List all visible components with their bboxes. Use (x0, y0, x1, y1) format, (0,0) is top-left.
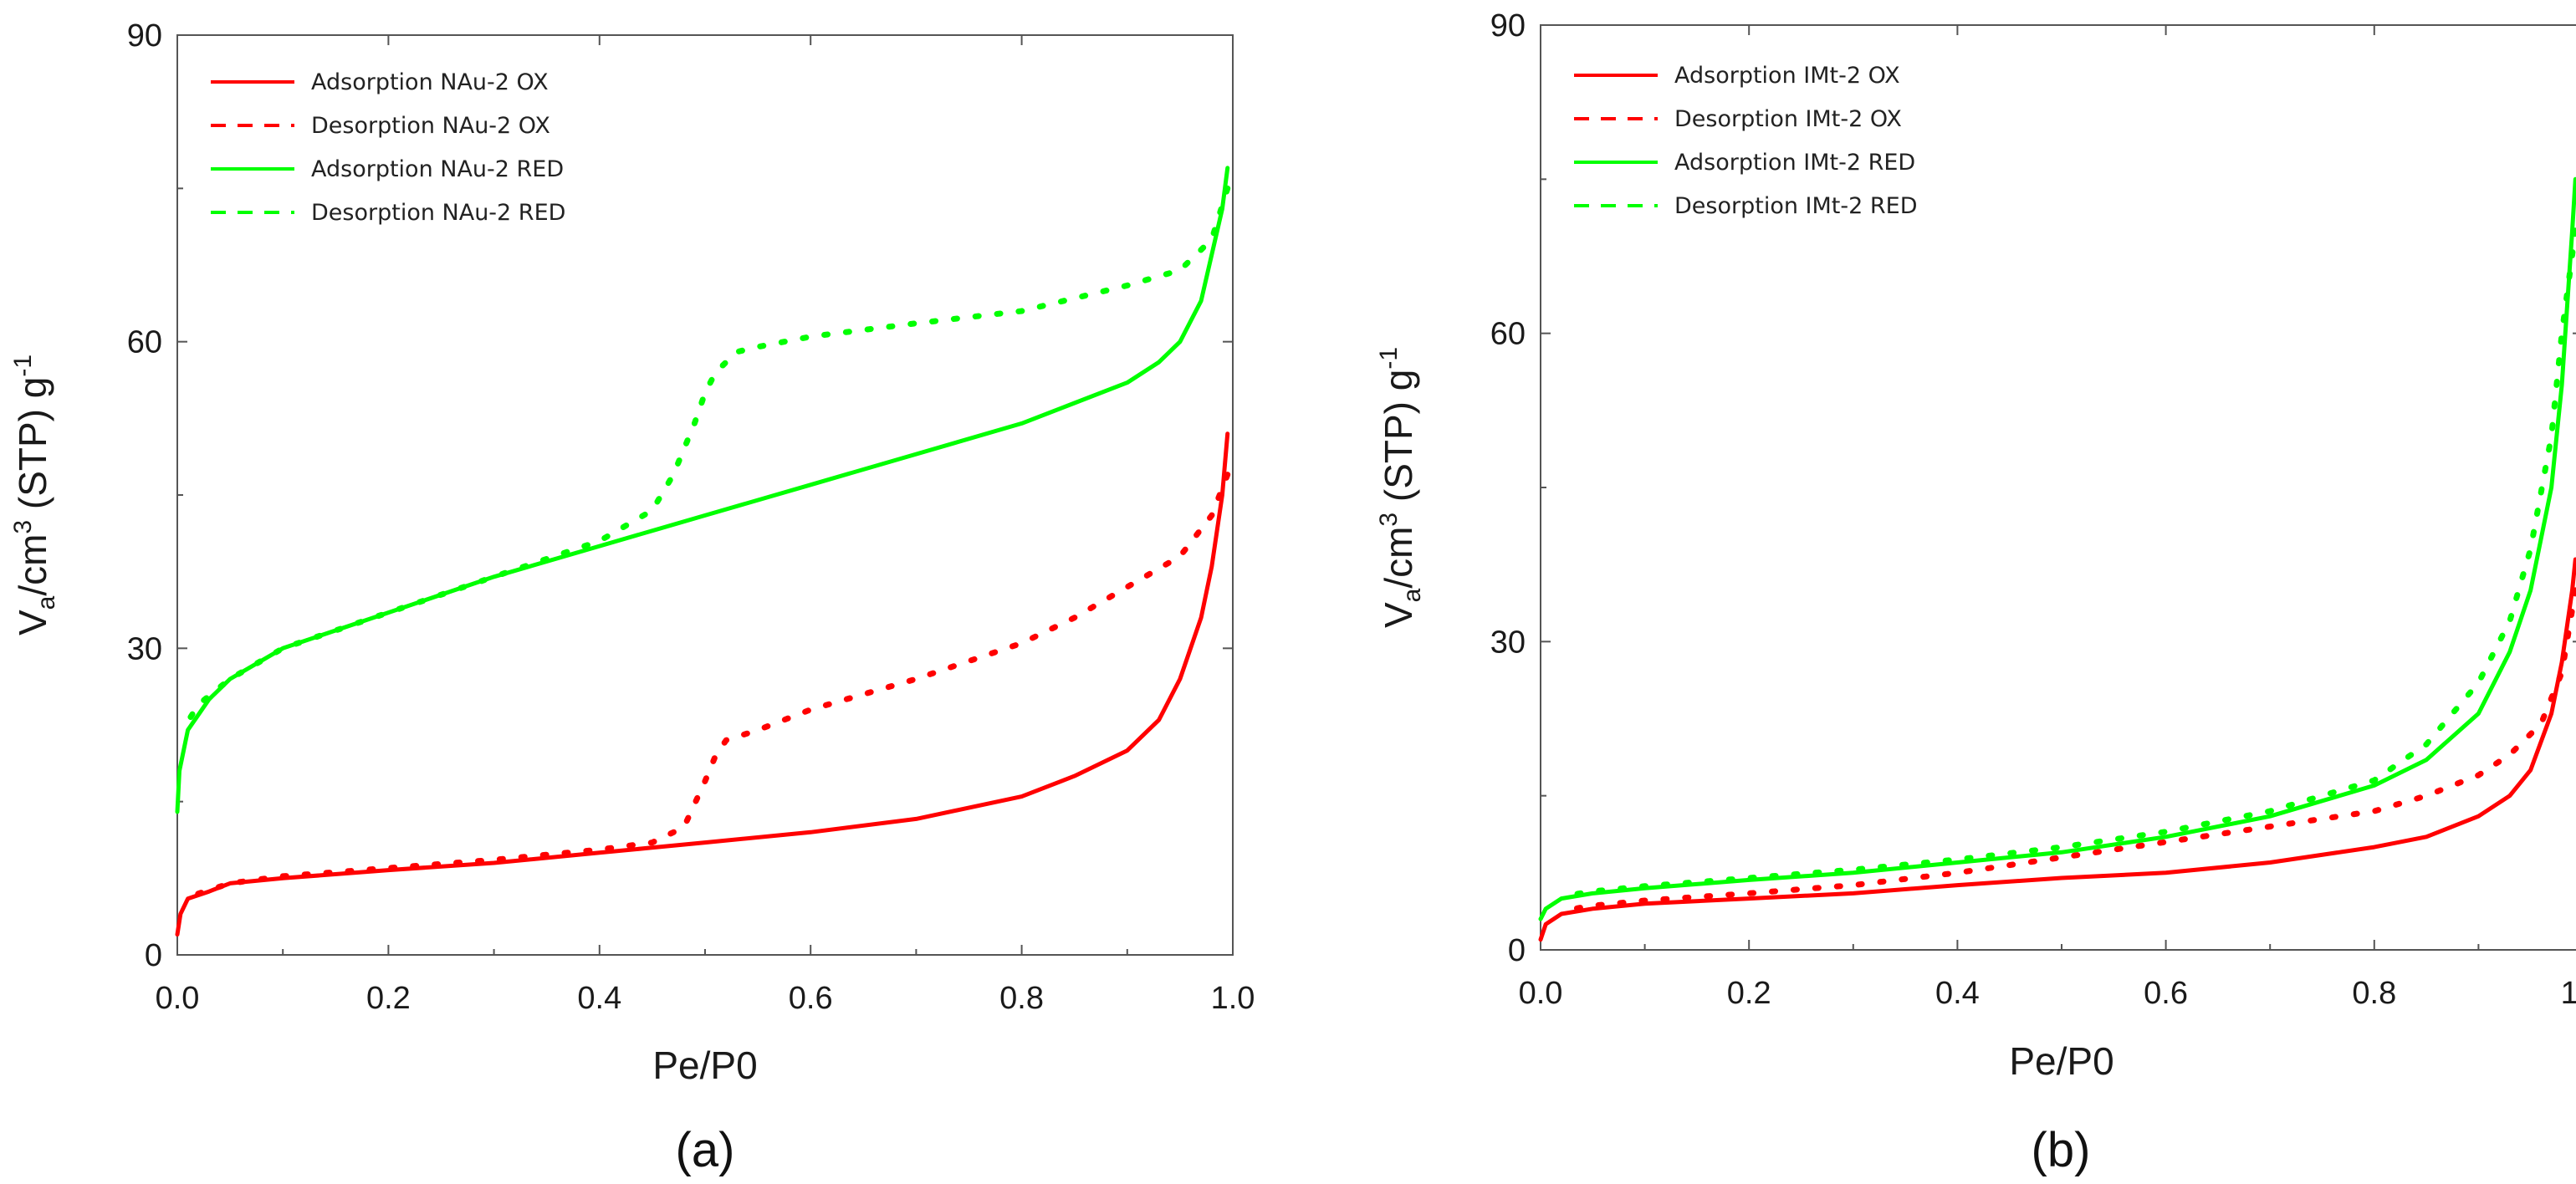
legend-label: Adsorption IMt-2 RED (1674, 150, 1915, 176)
legend-label: Desorption NAu-2 OX (311, 113, 550, 139)
x-tick-label: 0.4 (577, 981, 621, 1016)
legend-label: Desorption IMt-2 RED (1674, 193, 1918, 219)
panel-label: (b) (2032, 1123, 2091, 1177)
y-axis-label: Va/cm3 (STP) g-1 (9, 355, 60, 635)
legend-label: Adsorption NAu-2 OX (311, 69, 549, 95)
y-tick-label: 30 (1490, 625, 1526, 660)
y-tick-label: 0 (1508, 933, 1526, 968)
x-tick-label: 0.0 (1519, 976, 1563, 1011)
x-tick-label: 0.0 (156, 981, 200, 1016)
x-tick-label: 0.4 (1935, 976, 1980, 1011)
x-tick-label: 0.8 (2352, 976, 2396, 1011)
y-tick-label: 90 (1490, 8, 1526, 43)
series-line-adsorption-imt-2-red (1538, 176, 2576, 921)
legend-label: Adsorption IMt-2 OX (1674, 63, 1900, 89)
series-line-adsorption-nau-2-ox (175, 431, 1230, 937)
legend-label: Desorption IMt-2 OX (1674, 106, 1902, 132)
x-tick-label: 0.8 (999, 981, 1044, 1016)
y-tick-label: 90 (127, 18, 162, 54)
x-tick-label: 0.2 (366, 981, 411, 1016)
y-tick-label: 60 (127, 325, 162, 360)
x-tick-label: 0.2 (1727, 976, 1771, 1011)
y-tick-label: 60 (1490, 317, 1526, 352)
series-line-desorption-nau-2-ox (179, 472, 1231, 907)
x-tick-label: 1.0 (2561, 976, 2576, 1011)
y-tick-label: 30 (127, 631, 162, 666)
x-tick-label: 0.6 (789, 981, 833, 1016)
y-axis-label: Va/cm3 (STP) g-1 (1375, 347, 1426, 628)
x-tick-label: 0.6 (2144, 976, 2188, 1011)
legend-label: Desorption NAu-2 RED (311, 200, 565, 226)
y-tick-label: 0 (145, 938, 162, 973)
series-line-desorption-nau-2-red (179, 185, 1231, 733)
series-line-adsorption-imt-2-ox (1538, 557, 2576, 942)
chart-panel-0: 0.0 0.2 0.4 0.6 0.8 1.0 0 30 60 90 Pe/P0 Va/cm3 (ST… (9, 18, 1255, 1087)
series-line-adsorption-nau-2-red (175, 166, 1230, 814)
x-tick-label: 1.0 (1211, 981, 1255, 1016)
series-line-desorption-imt-2-red (1558, 227, 2576, 900)
panel-label: (a) (676, 1123, 735, 1177)
chart-panel-1: 0.0 0.2 0.4 0.6 0.8 1.0 0 30 60 90 Pe/P0 Va/cm3 (ST… (1375, 8, 2576, 1083)
x-axis-label: Pe/P0 (2009, 1039, 2113, 1083)
x-axis-label: Pe/P0 (652, 1044, 757, 1087)
legend-label: Adsorption NAu-2 RED (311, 156, 564, 182)
series-line-desorption-imt-2-ox (1558, 587, 2576, 914)
